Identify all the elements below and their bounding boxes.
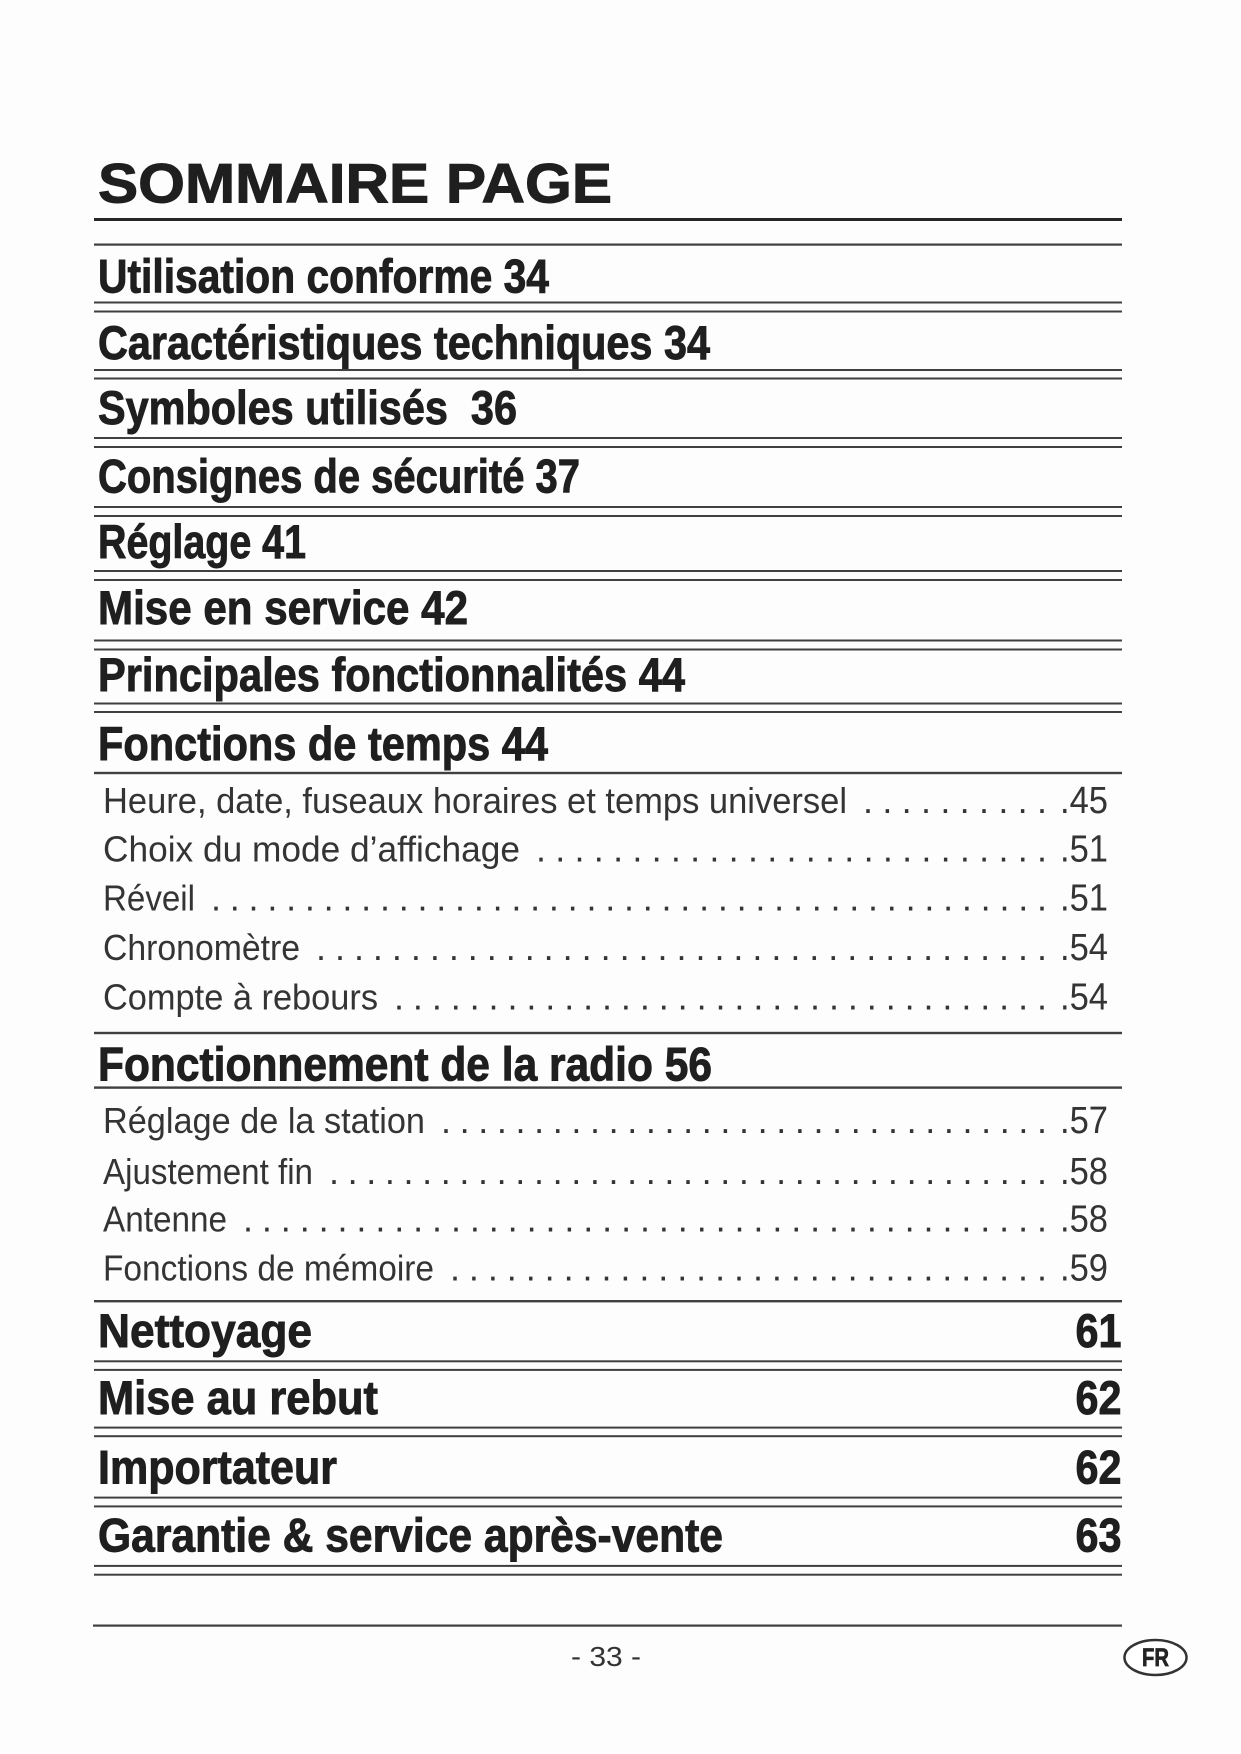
svg-text:Nettoyage: Nettoyage [98,1304,312,1357]
svg-text:. . . . . . . . . . . . . . .: . . . . . . . . . . . . . . . . . . . . … [329,1151,1047,1192]
svg-text:Heure, date, fuseaux horaires: Heure, date, fuseaux horaires et temps u… [103,780,847,821]
svg-text:62: 62 [1076,1371,1122,1424]
svg-text:Ajustement fin: Ajustement fin [103,1151,313,1192]
svg-text:.57: .57 [1060,1100,1108,1142]
svg-text:Garantie & service après-vente: Garantie & service après-vente [98,1509,723,1562]
svg-text:Chronomètre: Chronomètre [103,927,300,968]
svg-text:63: 63 [1076,1509,1122,1562]
svg-text:Réveil: Réveil [103,878,195,919]
svg-text:.51: .51 [1060,829,1108,871]
svg-text:Importateur: Importateur [98,1440,337,1493]
svg-text:. . . . . . . . . . . . . . .: . . . . . . . . . . . . . . . . . . . . … [450,1248,1047,1289]
svg-text:Fonctions de temps 44: Fonctions de temps 44 [98,717,548,770]
svg-text:Fonctions de mémoire: Fonctions de mémoire [103,1248,434,1289]
svg-text:Utilisation conforme 34: Utilisation conforme 34 [98,250,549,303]
svg-text:.58: .58 [1060,1199,1108,1241]
svg-text:Symboles utilisés 36: Symboles utilisés 36 [98,381,517,434]
svg-text:.54: .54 [1060,927,1108,969]
svg-text:. . . . . . . . . . . . . . .: . . . . . . . . . . . . . . . . . . . . … [316,927,1047,968]
svg-text:.51: .51 [1060,878,1108,920]
svg-text:.45: .45 [1060,780,1108,822]
svg-text:FR: FR [1142,1644,1169,1672]
svg-text:Réglage 41: Réglage 41 [98,515,306,568]
svg-text:.58: .58 [1060,1151,1108,1193]
svg-text:Caractéristiques techniques 34: Caractéristiques techniques 34 [98,316,710,369]
svg-text:Choix du mode d’affichage: Choix du mode d’affichage [103,829,520,870]
svg-text:Mise en service 42: Mise en service 42 [98,581,468,634]
svg-text:.54: .54 [1060,977,1108,1019]
svg-text:. . . . . . . . . . . . . . .: . . . . . . . . . . . . . . . . . . . . … [243,1199,1047,1240]
svg-text:Consignes de sécurité 37: Consignes de sécurité 37 [98,450,580,503]
svg-text:62: 62 [1076,1440,1122,1493]
svg-text:Antenne: Antenne [103,1199,227,1240]
svg-text:. . . . . . . . . . . . . . .: . . . . . . . . . . . . . . . . . . . . … [211,878,1047,919]
svg-text:61: 61 [1076,1304,1122,1357]
svg-text:Mise au rebut: Mise au rebut [98,1371,378,1424]
svg-text:SOMMAIRE PAGE: SOMMAIRE PAGE [98,152,612,215]
svg-text:. . . . . . . . . . . . . . .: . . . . . . . . . . . . . . . . . . . . … [441,1100,1047,1141]
svg-text:Compte à rebours: Compte à rebours [103,977,378,1018]
svg-text:Fonctionnement de la radio 56: Fonctionnement de la radio 56 [98,1038,712,1091]
svg-text:.59: .59 [1060,1248,1108,1290]
svg-text:. . . . . . . . . .: . . . . . . . . . . [863,780,1047,821]
svg-text:. . . . . . . . . . . . . . .: . . . . . . . . . . . . . . . . . . . . … [394,977,1047,1018]
svg-text:Principales fonctionnalités 44: Principales fonctionnalités 44 [98,648,685,701]
svg-text:Réglage de la station: Réglage de la station [103,1100,425,1141]
svg-text:. . . . . . . . . . . . . . .: . . . . . . . . . . . . . . . . . . . . … [536,829,1047,870]
svg-text:- 33 -: - 33 - [571,1641,641,1672]
